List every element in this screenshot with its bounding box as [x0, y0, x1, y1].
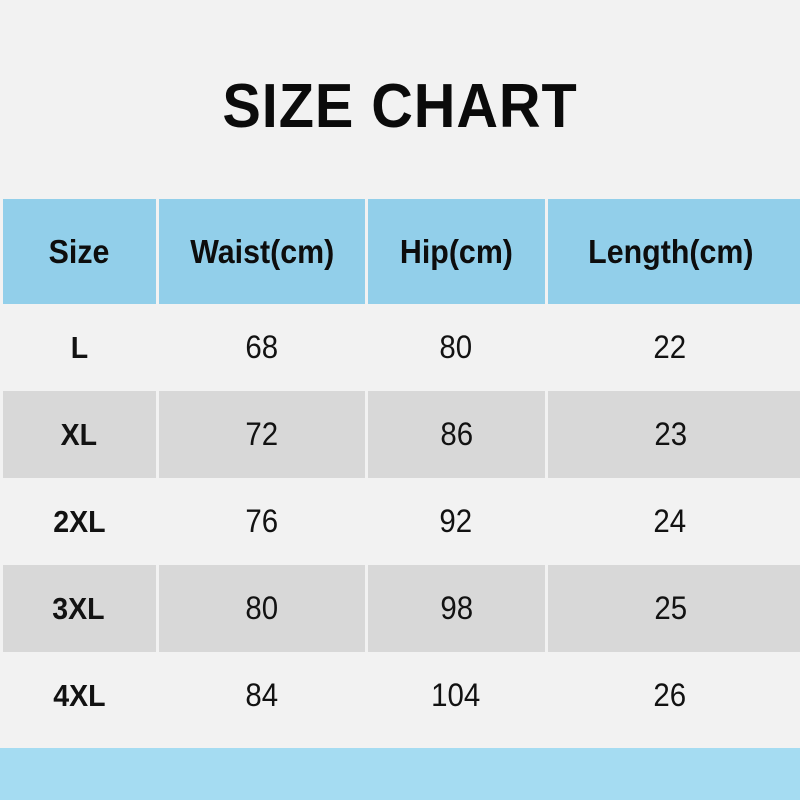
cell-length: 24 — [545, 478, 800, 565]
hip-value: 98 — [440, 590, 473, 626]
cell-hip: 104 — [366, 652, 545, 739]
bottom-blue-band — [0, 748, 800, 800]
cell-size: XL — [3, 391, 157, 478]
waist-value: 76 — [245, 503, 279, 539]
cell-hip: 80 — [366, 304, 545, 391]
size-label: 3XL — [52, 590, 105, 626]
column-header-size-label: Size — [48, 232, 109, 270]
waist-value: 72 — [245, 416, 279, 452]
cell-hip: 92 — [366, 478, 545, 565]
column-header-hip: Hip(cm) — [367, 199, 545, 304]
cell-hip: 98 — [367, 565, 545, 652]
cell-hip: 86 — [367, 391, 545, 478]
title-area: SIZE CHART — [0, 0, 800, 199]
cell-length: 23 — [547, 391, 800, 478]
table-row: 3XL 80 98 25 — [3, 565, 800, 652]
size-chart-table: Size Waist(cm) Hip(cm) Length(cm) L 68 8… — [3, 199, 800, 739]
hip-value: 86 — [440, 416, 473, 452]
column-header-size: Size — [3, 199, 157, 304]
cell-size: 4XL — [3, 652, 158, 739]
column-header-length-label: Length(cm) — [588, 232, 754, 270]
cell-waist: 76 — [158, 478, 366, 565]
waist-value: 84 — [245, 677, 279, 713]
table-header-row: Size Waist(cm) Hip(cm) Length(cm) — [3, 199, 800, 304]
cell-waist: 80 — [159, 565, 365, 652]
cell-waist: 72 — [159, 391, 365, 478]
size-label: L — [70, 329, 89, 365]
waist-value: 80 — [245, 590, 279, 626]
table-row: 2XL 76 92 24 — [3, 478, 800, 565]
cell-size: 2XL — [3, 478, 158, 565]
table-row: 4XL 84 104 26 — [3, 652, 800, 739]
length-value: 25 — [654, 590, 688, 626]
page-title: SIZE CHART — [222, 72, 578, 141]
table-row: XL 72 86 23 — [3, 391, 800, 478]
column-header-length: Length(cm) — [547, 199, 800, 304]
length-value: 22 — [653, 329, 686, 365]
length-value: 24 — [653, 503, 686, 539]
cell-waist: 84 — [158, 652, 366, 739]
column-header-hip-label: Hip(cm) — [399, 232, 513, 270]
column-header-waist: Waist(cm) — [159, 199, 365, 304]
hip-value: 104 — [430, 677, 481, 713]
length-value: 23 — [654, 416, 688, 452]
waist-value: 68 — [245, 329, 279, 365]
hip-value: 92 — [439, 503, 472, 539]
length-value: 26 — [653, 677, 686, 713]
size-label: 2XL — [53, 503, 106, 539]
cell-length: 25 — [547, 565, 800, 652]
column-header-waist-label: Waist(cm) — [190, 232, 335, 270]
cell-length: 26 — [545, 652, 800, 739]
table-row: L 68 80 22 — [3, 304, 800, 391]
size-label: XL — [60, 416, 97, 452]
cell-length: 22 — [545, 304, 800, 391]
cell-waist: 68 — [158, 304, 366, 391]
cell-size: L — [3, 304, 158, 391]
cell-size: 3XL — [3, 565, 157, 652]
size-label: 4XL — [53, 677, 106, 713]
hip-value: 80 — [439, 329, 472, 365]
